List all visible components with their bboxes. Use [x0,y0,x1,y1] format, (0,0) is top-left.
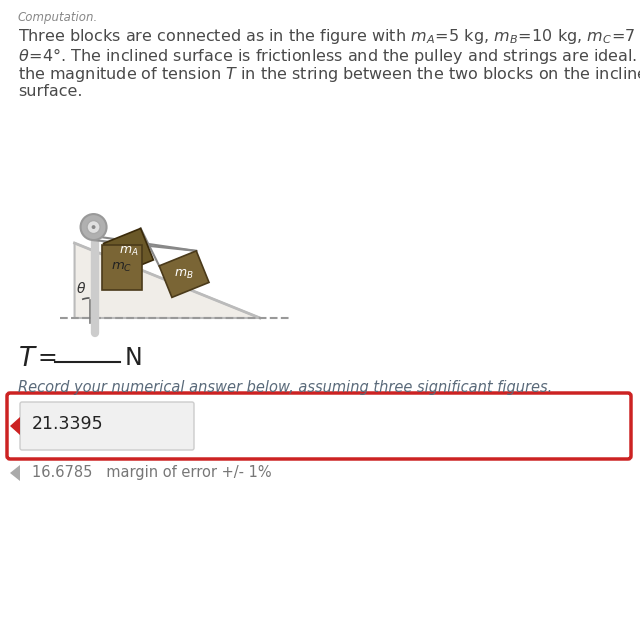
Polygon shape [10,417,20,435]
Text: $\theta\!=\!4°$. The inclined surface is frictionless and the pulley and strings: $\theta\!=\!4°$. The inclined surface is… [18,46,640,66]
Text: N: N [125,346,143,370]
Text: $\theta$: $\theta$ [76,281,86,296]
Polygon shape [104,229,154,275]
Polygon shape [159,251,209,298]
Text: $m_A$: $m_A$ [118,245,138,258]
Text: Three blocks are connected as in the figure with $m_A\!=\!5$ kg, $m_B\!=\!10$ kg: Three blocks are connected as in the fig… [18,27,640,46]
Bar [102,245,141,290]
Polygon shape [10,465,20,481]
Polygon shape [75,243,260,318]
Text: $m_B$: $m_B$ [174,268,194,281]
Text: =: = [38,346,65,370]
Circle shape [92,225,95,229]
FancyBboxPatch shape [7,393,631,459]
Text: 16.6785   margin of error +/- 1%: 16.6785 margin of error +/- 1% [32,465,271,480]
Text: the magnitude of tension $T$ in the string between the two blocks on the incline: the magnitude of tension $T$ in the stri… [18,65,640,84]
Text: surface.: surface. [18,84,83,99]
Text: $T$: $T$ [18,346,38,372]
Circle shape [87,220,100,234]
Text: Computation.: Computation. [18,11,99,24]
Text: $m_C$: $m_C$ [111,261,132,274]
FancyBboxPatch shape [20,402,194,450]
Text: Record your numerical answer below, assuming three significant figures.: Record your numerical answer below, assu… [18,380,552,395]
Text: 21.3395: 21.3395 [32,415,104,433]
Circle shape [81,214,107,240]
